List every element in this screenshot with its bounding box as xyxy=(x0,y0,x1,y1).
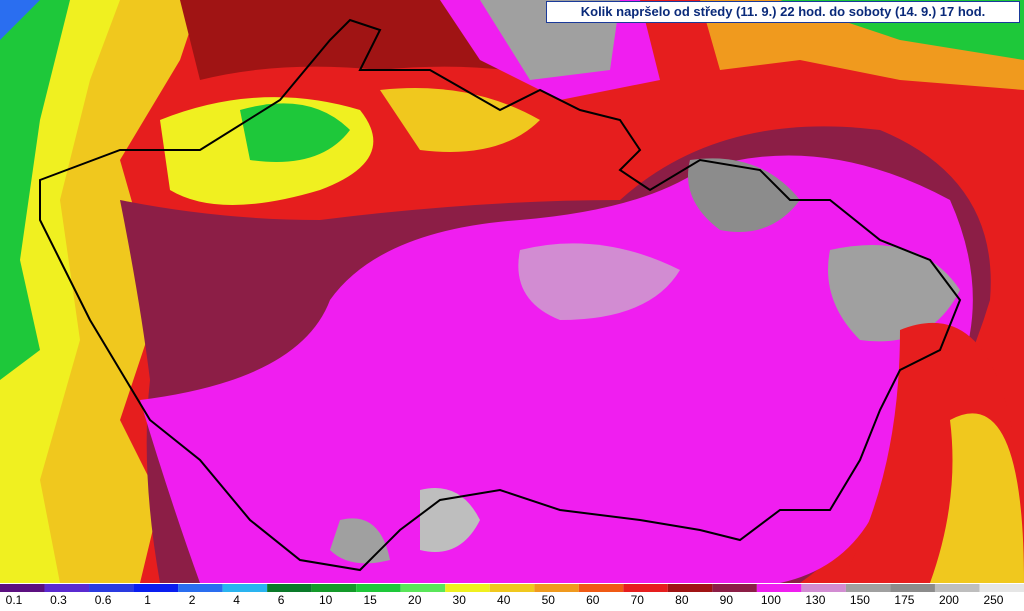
legend-swatch xyxy=(845,584,891,592)
rain-field xyxy=(0,0,1024,584)
legend-label: 0.1 xyxy=(6,593,23,607)
legend-swatch xyxy=(44,584,90,592)
legend-swatch xyxy=(667,584,713,592)
legend-swatch xyxy=(890,584,935,592)
legend-swatch xyxy=(311,584,357,592)
legend-swatch xyxy=(801,584,846,592)
legend-label: 250 xyxy=(983,593,1003,607)
legend: 0.1 0.3 0.6 1 2 4 6 10 15 20 30 40 50 60 70 80 90 100 130 1… xyxy=(0,583,1024,611)
legend-swatch xyxy=(578,584,624,592)
legend-label: 20 xyxy=(408,593,422,607)
legend-swatch xyxy=(756,584,802,592)
legend-label: 10 xyxy=(319,593,333,607)
legend-swatch xyxy=(178,584,223,592)
legend-label: 0.3 xyxy=(50,593,67,607)
legend-label: 0.6 xyxy=(95,593,112,607)
legend-label: 4 xyxy=(233,593,240,607)
legend-swatch xyxy=(356,584,401,592)
legend-swatch xyxy=(0,584,45,592)
legend-label: 150 xyxy=(850,593,870,607)
legend-label: 1 xyxy=(144,593,151,607)
legend-label: 2 xyxy=(189,593,196,607)
legend-swatch xyxy=(222,584,268,592)
legend-label: 40 xyxy=(497,593,511,607)
legend-swatch xyxy=(623,584,668,592)
legend-label: 30 xyxy=(453,593,467,607)
legend-label: 15 xyxy=(363,593,377,607)
legend-label: 130 xyxy=(805,593,825,607)
legend-swatch xyxy=(445,584,490,592)
legend-swatch xyxy=(979,584,1024,592)
map-title: Kolik napršelo od středy (11. 9.) 22 hod… xyxy=(546,1,1020,23)
legend-swatch xyxy=(400,584,446,592)
legend-label: 70 xyxy=(631,593,645,607)
legend-label: 90 xyxy=(720,593,734,607)
legend-swatch xyxy=(712,584,757,592)
legend-swatch xyxy=(934,584,980,592)
legend-label: 100 xyxy=(761,593,781,607)
legend-label: 80 xyxy=(675,593,689,607)
legend-swatch xyxy=(89,584,134,592)
legend-label: 200 xyxy=(939,593,959,607)
legend-swatch xyxy=(133,584,179,592)
country-border xyxy=(39,18,962,572)
legend-swatch xyxy=(489,584,535,592)
legend-label: 175 xyxy=(894,593,914,607)
legend-swatch xyxy=(267,584,312,592)
legend-label: 6 xyxy=(278,593,285,607)
legend-swatch xyxy=(534,584,579,592)
legend-label: 60 xyxy=(586,593,600,607)
legend-label: 50 xyxy=(542,593,556,607)
